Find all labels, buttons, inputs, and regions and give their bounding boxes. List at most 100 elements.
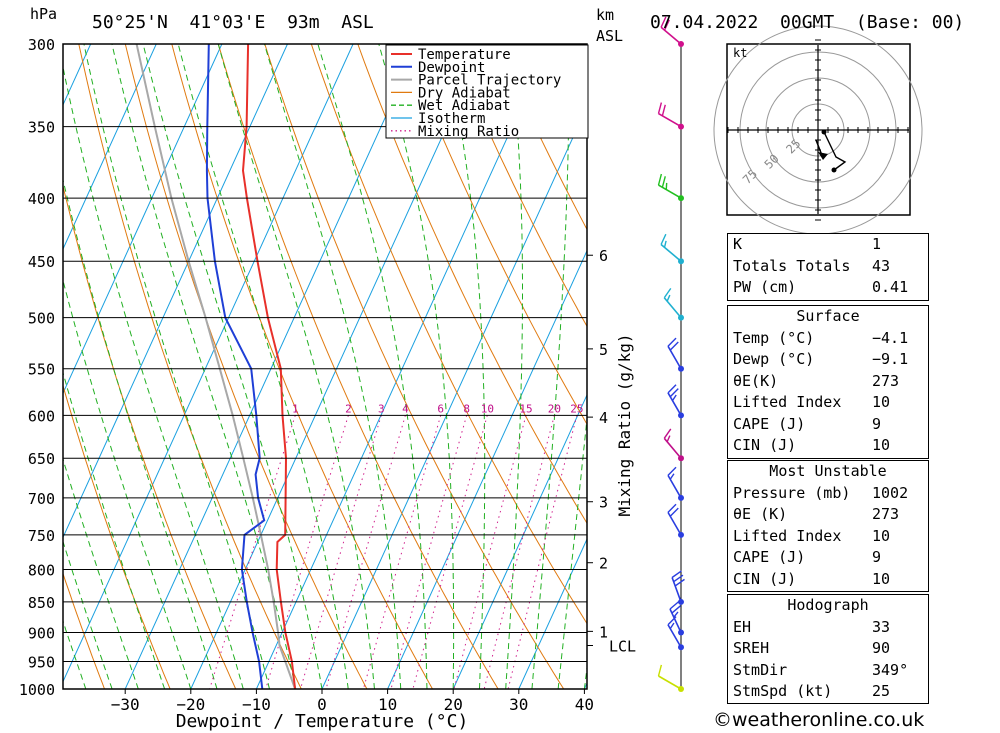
most-unstable-row: θE (K) 273 xyxy=(733,505,900,523)
mixing-ratio-line xyxy=(209,415,296,689)
hodograph-trace xyxy=(823,131,847,171)
isotherm-line xyxy=(387,249,587,689)
pressure-tick-label: 800 xyxy=(28,561,55,579)
isotherm-line xyxy=(63,44,223,395)
hodograph-title: Hodograph xyxy=(787,596,869,614)
wind-barb xyxy=(669,601,684,636)
wet-adiabat-line xyxy=(378,44,455,689)
wind-barb-feather xyxy=(657,173,663,186)
wind-barb-dot xyxy=(678,644,684,651)
km-label: km xyxy=(596,6,615,24)
hodograph-point xyxy=(821,129,827,135)
wet-adiabat-line xyxy=(142,44,323,689)
surface-title: Surface xyxy=(796,307,860,325)
copyright-footer[interactable]: ©weatheronline.co.uk xyxy=(713,709,925,731)
km-tick-label: 4 xyxy=(599,409,608,427)
pressure-tick-label: 400 xyxy=(28,190,55,208)
pressure-tick-label: 900 xyxy=(28,625,55,643)
wind-barb xyxy=(663,287,684,321)
temp-tick-label: −10 xyxy=(242,695,271,714)
wind-barb xyxy=(657,102,684,130)
wind-barb-feather xyxy=(663,240,667,248)
temp-tick-label: 30 xyxy=(509,695,528,714)
mixing-ratio-axis-label: Mixing Ratio (g/kg) xyxy=(615,333,634,516)
temp-tick-label: 10 xyxy=(378,695,397,714)
wind-barb-feather xyxy=(657,102,663,114)
km-tick-label: 6 xyxy=(599,247,608,265)
isotherm-line xyxy=(452,393,587,689)
pressure-tick-label: 750 xyxy=(28,527,55,545)
wind-barb xyxy=(657,664,684,692)
mixing-ratio-label: 3 xyxy=(378,402,385,415)
most-unstable-row: Lifted Index 10 xyxy=(733,526,891,545)
wet-adiabat-line xyxy=(63,539,113,689)
surface-row: Dewp (°C) −9.1 xyxy=(733,350,909,368)
wind-barb-feather xyxy=(663,19,670,31)
wind-barb-feather xyxy=(666,435,671,443)
most-unstable-row: CIN (J) 10 xyxy=(733,569,891,588)
km-tick-label: 3 xyxy=(599,494,608,512)
dry-adiabat-line xyxy=(962,44,1000,689)
wind-barb xyxy=(657,173,684,202)
wind-barb-dot xyxy=(678,455,684,462)
wind-barb xyxy=(667,616,684,651)
most-unstable-row: Pressure (mb) 1002 xyxy=(733,483,909,502)
wind-barb-feather xyxy=(661,104,666,117)
surface-row: θE(K) 273 xyxy=(733,371,900,390)
dry-adiabat-line xyxy=(217,44,499,689)
wind-barb-feather xyxy=(657,664,663,677)
wind-barb-feather xyxy=(671,570,682,579)
dry-adiabat-line xyxy=(171,44,433,689)
wind-barb-feather xyxy=(671,605,682,614)
isotherm-line xyxy=(190,44,485,689)
dry-adiabat-line xyxy=(63,572,105,689)
dewpoint-line xyxy=(205,44,266,689)
wind-barb-feather xyxy=(660,233,667,245)
mixing-ratio-label: 4 xyxy=(402,402,409,415)
pressure-tick-label: 500 xyxy=(28,310,55,328)
km-tick-label: 1 xyxy=(599,623,608,641)
pressure-tick-label: 550 xyxy=(28,361,55,379)
temp-tick-label: −30 xyxy=(111,695,140,714)
wet-adiabat-line xyxy=(177,44,349,689)
wind-barb-feather xyxy=(663,287,672,299)
isotherm-line xyxy=(255,44,551,689)
wind-barb-feather xyxy=(666,294,671,302)
wind-barb xyxy=(663,428,684,462)
wind-barb-feather xyxy=(669,601,680,610)
wind-barb-feather xyxy=(669,622,675,630)
isotherm-line xyxy=(0,44,25,689)
wind-barb-feather xyxy=(674,578,685,587)
wet-adiabat-line xyxy=(217,44,375,689)
surface-table: Surface Temp (°C) −4.1 Dewp (°C) −9.1 θE(K) 2… xyxy=(727,305,929,459)
dry-adiabat-line xyxy=(496,44,587,231)
wet-adiabat-line xyxy=(111,44,297,689)
wind-barb-dot xyxy=(678,531,684,538)
mixing-ratio-label: 10 xyxy=(481,402,494,415)
wind-barb-dot xyxy=(678,258,684,265)
wet-adiabat-line xyxy=(63,457,139,689)
wind-barb-dot xyxy=(678,41,684,47)
index-row-pw: PW (cm) 0.41 xyxy=(733,278,909,296)
wind-barb-feather xyxy=(667,337,677,347)
temp-tick-label: −20 xyxy=(176,695,205,714)
wind-barb-feather xyxy=(669,507,679,517)
pressure-tick-label: 450 xyxy=(28,253,55,271)
legend-item-label: Temperature xyxy=(418,47,511,63)
wind-barb xyxy=(660,233,684,265)
wind-barb xyxy=(660,16,684,47)
plot-frame xyxy=(62,43,588,690)
index-row-tt: Totals Totals 43 xyxy=(733,256,891,275)
wet-adiabat-line xyxy=(317,44,428,689)
wind-barb-dot xyxy=(678,195,684,202)
wind-barb-feather xyxy=(661,176,666,188)
pressure-unit-label: hPa xyxy=(30,5,58,23)
dry-adiabat-line xyxy=(403,44,587,426)
surface-row: CIN (J) 10 xyxy=(733,436,891,454)
most-unstable-table: Most Unstable Pressure (mb) 1002 θE (K) 273… xyxy=(727,460,929,592)
wind-barb-feather xyxy=(673,611,679,618)
